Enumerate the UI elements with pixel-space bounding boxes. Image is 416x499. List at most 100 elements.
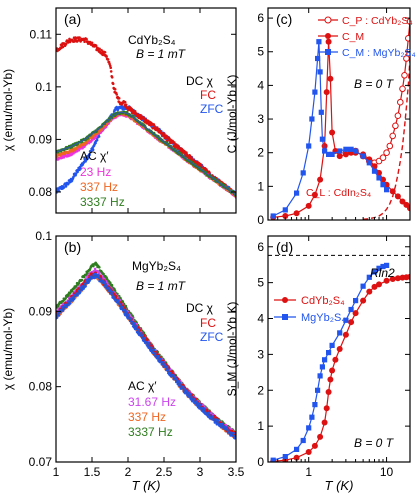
data-point bbox=[94, 141, 97, 145]
data-point bbox=[376, 175, 382, 181]
data-point bbox=[64, 185, 68, 188]
data-point bbox=[210, 411, 213, 415]
data-point bbox=[343, 146, 349, 152]
data-point bbox=[317, 69, 323, 75]
panel-a-ticks: 0.08 0.09 0.1 0.11 bbox=[29, 8, 237, 213]
data-point bbox=[305, 202, 312, 209]
x-tick-label: 2.5 bbox=[156, 465, 173, 479]
data-point bbox=[194, 397, 198, 401]
data-point bbox=[319, 364, 325, 370]
data-point bbox=[109, 70, 113, 73]
y-tick-label: 4 bbox=[257, 312, 264, 326]
data-point bbox=[327, 75, 334, 82]
data-point bbox=[384, 262, 390, 268]
legend-label: MgYb₂S₄ bbox=[301, 312, 346, 324]
legend-marker bbox=[282, 314, 288, 320]
data-point bbox=[384, 187, 390, 193]
data-point bbox=[85, 37, 88, 41]
legend-label: CdYb₂S₄ bbox=[301, 295, 345, 307]
data-point bbox=[56, 155, 59, 159]
data-point bbox=[78, 36, 81, 39]
data-point bbox=[79, 167, 82, 170]
data-point bbox=[294, 446, 300, 452]
legend-337-hz: 337 Hz bbox=[128, 410, 166, 424]
y-tick-label: 1 bbox=[257, 419, 264, 433]
panel-b: 1 1.5 2 2.5 3 3.50.070.080.090.1 (b) MgYb₂S₄ … bbox=[1, 229, 245, 493]
data-point bbox=[311, 442, 318, 449]
data-point bbox=[91, 148, 95, 151]
panel-c-field: B = 0 T bbox=[354, 77, 395, 91]
data-point bbox=[405, 35, 410, 42]
y-tick-label: 3 bbox=[257, 112, 264, 126]
data-point bbox=[113, 88, 117, 91]
data-point bbox=[406, 18, 410, 25]
legend-zfc: ZFC bbox=[200, 330, 224, 344]
panel-a-ylabel: χ (emu/mol-Yb) bbox=[1, 69, 15, 151]
dashed-curve bbox=[363, 58, 410, 220]
data-point bbox=[379, 154, 387, 161]
data-point bbox=[64, 42, 68, 46]
data-point bbox=[376, 169, 382, 176]
data-point bbox=[352, 310, 359, 317]
data-point bbox=[366, 160, 372, 166]
legend-31.67-hz: 31.67 Hz bbox=[128, 395, 176, 409]
data-point bbox=[305, 449, 312, 455]
data-point bbox=[342, 151, 349, 158]
data-point bbox=[394, 193, 401, 200]
data-point bbox=[399, 85, 406, 93]
panel-b-sample: MgYb₂S₄ bbox=[132, 259, 181, 273]
data-point bbox=[317, 176, 324, 183]
y-tick-label: 0 bbox=[257, 455, 264, 469]
legend-fc: FC bbox=[200, 88, 216, 102]
series-c-l-cdin-s- bbox=[363, 58, 410, 220]
panel-a-frame bbox=[55, 7, 237, 214]
data-point bbox=[401, 72, 408, 79]
data-point bbox=[371, 168, 378, 174]
data-point bbox=[329, 129, 336, 136]
series-c-m-mgyb-s- bbox=[270, 39, 390, 219]
data-point bbox=[97, 135, 101, 138]
data-point bbox=[124, 304, 128, 308]
data-point bbox=[110, 283, 114, 287]
panel-d-label: (d) bbox=[276, 239, 293, 255]
data-point bbox=[309, 116, 315, 122]
panel-b-label: (b) bbox=[64, 239, 81, 255]
data-point bbox=[329, 342, 335, 348]
data-point bbox=[157, 128, 160, 131]
data-point bbox=[360, 297, 367, 304]
data-point bbox=[165, 135, 169, 139]
data-point bbox=[325, 38, 332, 45]
legend-label: C_M bbox=[342, 31, 364, 43]
data-point bbox=[326, 350, 332, 356]
data-point bbox=[133, 110, 137, 113]
panel-d-xlabel: T (K) bbox=[325, 478, 354, 493]
panel-c: 0 1 2 3 4 5 6 (c) C_P : CdYb₂S₄ C_M C_M : MgYb₂S… bbox=[225, 7, 416, 227]
y-tick-label: 0 bbox=[257, 213, 264, 227]
y-tick-label: 4 bbox=[257, 78, 264, 92]
data-point bbox=[380, 182, 386, 188]
x-tick-label: 3 bbox=[197, 465, 204, 479]
panel-a-data bbox=[56, 36, 236, 199]
data-point bbox=[332, 356, 339, 363]
data-point bbox=[98, 266, 101, 269]
data-point bbox=[74, 36, 78, 40]
data-point bbox=[103, 51, 107, 54]
data-point bbox=[403, 55, 410, 62]
data-point bbox=[114, 295, 118, 298]
data-point bbox=[293, 210, 300, 217]
data-point bbox=[306, 425, 312, 431]
y-tick-label: 2 bbox=[257, 146, 264, 160]
data-point bbox=[106, 58, 110, 61]
data-point bbox=[407, 273, 410, 280]
data-point bbox=[105, 55, 108, 58]
panel-d-data bbox=[268, 254, 410, 462]
data-point bbox=[71, 289, 74, 293]
legend-marker bbox=[324, 16, 332, 24]
data-point bbox=[300, 437, 306, 444]
data-point bbox=[392, 122, 399, 130]
panel-c-legend: C_P : CdYb₂S₄ C_M C_M : MgYb₂S₄ C_L : CdIn₂… bbox=[306, 15, 416, 199]
y-tick-label: 0.09 bbox=[29, 132, 53, 146]
data-point bbox=[327, 376, 334, 383]
data-point bbox=[216, 419, 220, 422]
panel-b-xlabel: T (K) bbox=[132, 478, 161, 493]
